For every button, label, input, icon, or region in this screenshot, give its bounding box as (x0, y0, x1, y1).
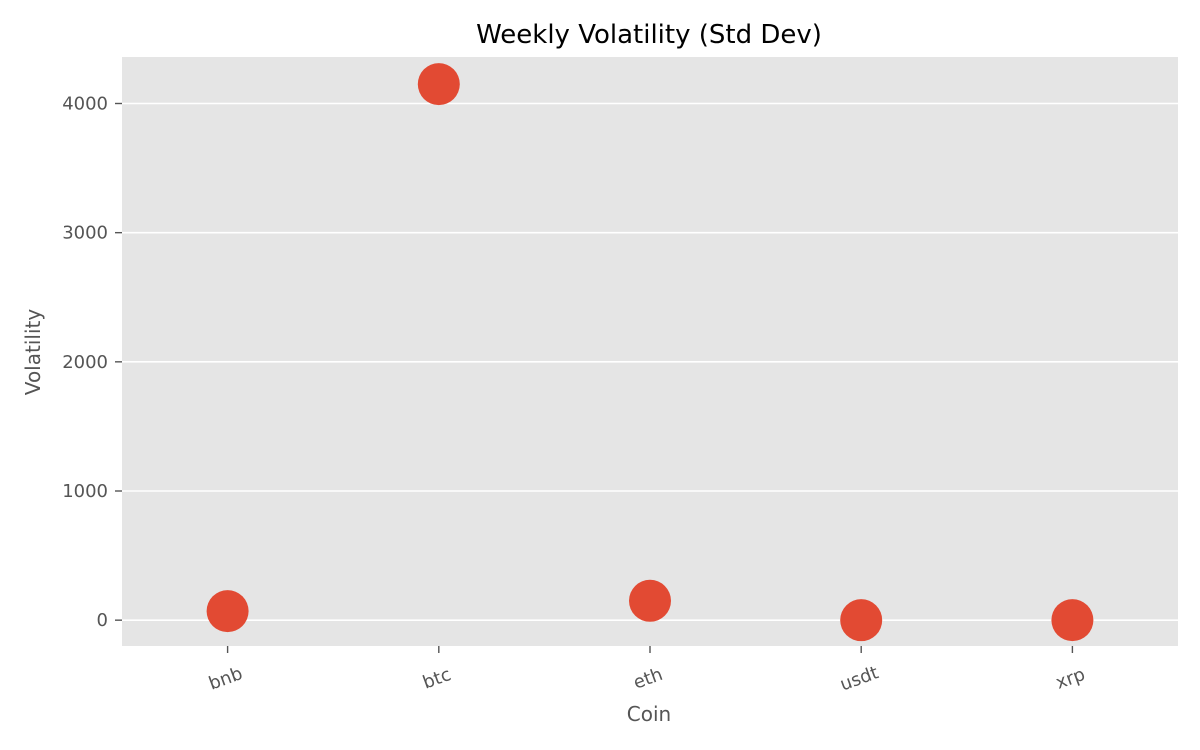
y-tick-label: 2000 (62, 352, 108, 373)
y-tick-label: 4000 (62, 94, 108, 115)
x-axis-label: Coin (627, 702, 671, 726)
x-tick-label: bnb (206, 663, 245, 694)
x-tick-label: xrp (1053, 664, 1088, 694)
y-axis-ticks: 0 1000 2000 3000 4000 (62, 94, 122, 631)
chart-title: Weekly Volatility (Std Dev) (476, 20, 822, 50)
data-point-usdt (840, 599, 883, 642)
data-point-xrp (1051, 599, 1094, 642)
x-tick-label: eth (631, 664, 666, 694)
data-point-btc (417, 63, 460, 106)
y-axis-label: Volatility (21, 309, 45, 396)
y-tick-label: 0 (97, 610, 108, 631)
data-points (206, 63, 1094, 642)
x-axis-ticks: bnb btc eth usdt xrp (206, 646, 1088, 695)
y-tick-label: 3000 (62, 223, 108, 244)
x-tick-label: usdt (837, 662, 881, 695)
y-tick-label: 1000 (62, 481, 108, 502)
plot-panel (122, 57, 1178, 646)
data-point-eth (629, 579, 671, 622)
data-point-bnb (206, 590, 249, 633)
x-tick-label: btc (420, 664, 454, 693)
grid-lines (122, 102, 1178, 621)
